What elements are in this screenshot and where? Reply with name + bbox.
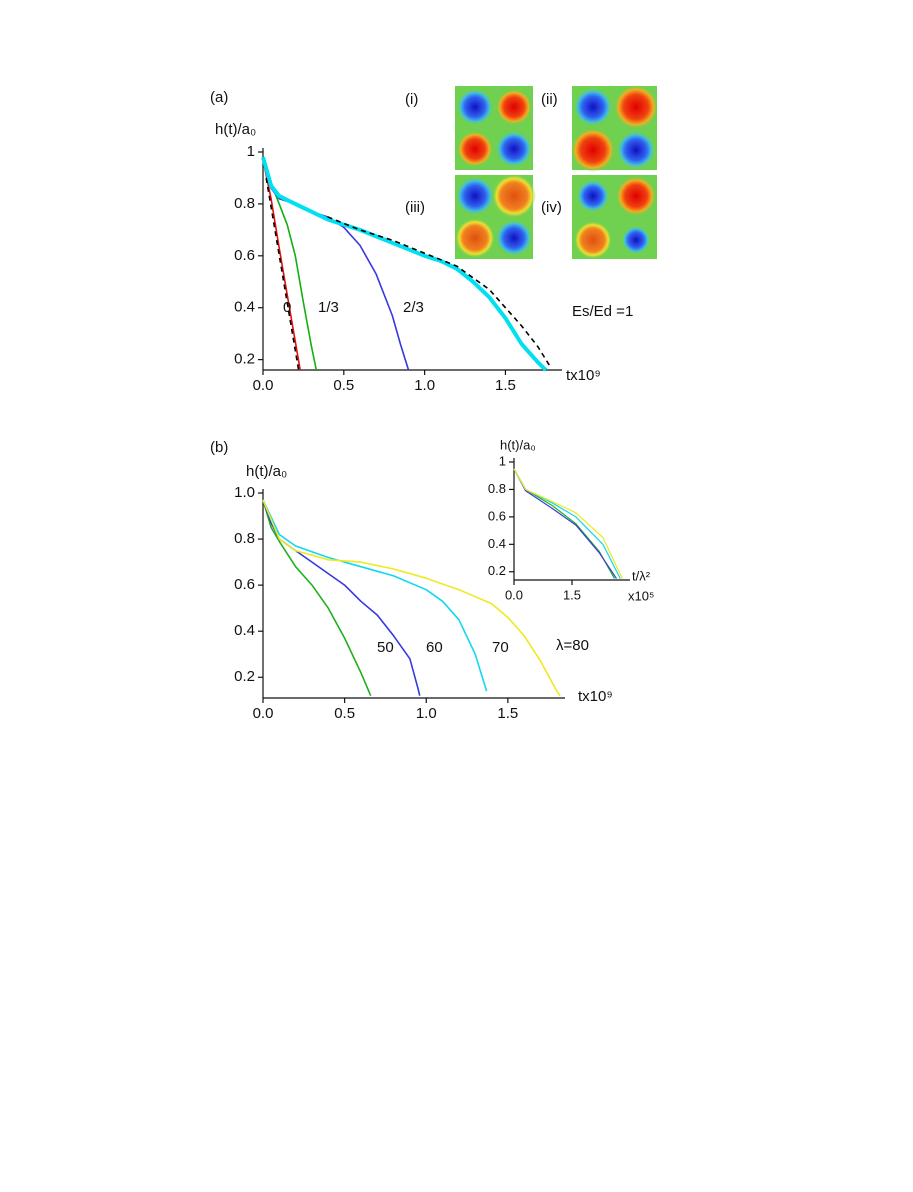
heatmap [455,86,533,170]
y-tick-label: 1 [247,143,255,160]
x-axis-label: t/λ² [632,568,651,583]
y-tick-label: 0.2 [234,668,255,685]
y-axis-label: h(t)/a₀ [215,121,256,138]
y-tick-label: 1.0 [234,484,255,501]
panel-label: (a) [210,89,228,106]
series-line [262,159,301,371]
series-line [513,468,617,579]
x-tick-label: 1.0 [414,377,435,394]
series-label: 1/3 [318,299,339,316]
x-tick-label: 1.5 [495,377,516,394]
panel-label: (b) [210,439,228,456]
y-tick-label: 0.8 [488,481,506,496]
y-tick-label: 1 [499,453,506,468]
series-line [261,156,548,372]
x-tick-label: 0.0 [253,705,274,722]
series-line [262,159,410,371]
y-tick-label: 0.6 [488,508,506,523]
series-line [262,499,372,697]
y-tick-label: 0.8 [234,195,255,212]
y-tick-label: 0.4 [234,622,255,639]
heatmaps [455,85,658,259]
inset-label: (i) [405,91,418,108]
series-line [265,177,300,371]
series-line [513,468,621,579]
series-line [327,216,552,368]
x-tick-label: 1.5 [497,705,518,722]
series-line [262,159,318,371]
series-label: 50 [377,639,394,656]
series-line [262,499,561,697]
x-tick-label: 0.0 [253,377,274,394]
x-tick-label: 1.5 [563,587,581,602]
heatmap [571,85,658,172]
y-axis-label: h(t)/a₀ [500,437,536,452]
x-tick-label: 0.5 [334,705,355,722]
x-scale-note: x10⁵ [628,588,654,603]
y-tick-label: 0.4 [234,299,255,316]
series-label: 0 [283,299,291,316]
x-axis-label: tx10⁹ [578,688,613,705]
series-line [513,468,616,579]
series-label: Es/Ed =1 [572,303,633,320]
x-tick-label: 1.0 [416,705,437,722]
x-tick-label: 0.5 [333,377,354,394]
heatmap [572,175,657,259]
inset-label: (ii) [541,91,558,108]
y-tick-label: 0.2 [234,351,255,368]
series-line [262,499,421,696]
series-label: 2/3 [403,299,424,316]
series-line [262,499,488,692]
x-axis-label: tx10⁹ [566,367,601,384]
inset-label: (iv) [541,199,562,216]
series-label: 70 [492,639,509,656]
y-tick-label: 0.6 [234,576,255,593]
series-line [513,468,623,579]
heatmap [455,174,536,259]
x-tick-label: 0.0 [505,587,523,602]
y-axis-label: h(t)/a₀ [246,463,287,480]
series-label: 60 [426,639,443,656]
y-tick-label: 0.6 [234,247,255,264]
y-tick-label: 0.2 [488,563,506,578]
inset-label: (iii) [405,199,425,216]
y-tick-label: 0.8 [234,530,255,547]
series-label: λ=80 [556,637,589,654]
y-tick-label: 0.4 [488,536,506,551]
